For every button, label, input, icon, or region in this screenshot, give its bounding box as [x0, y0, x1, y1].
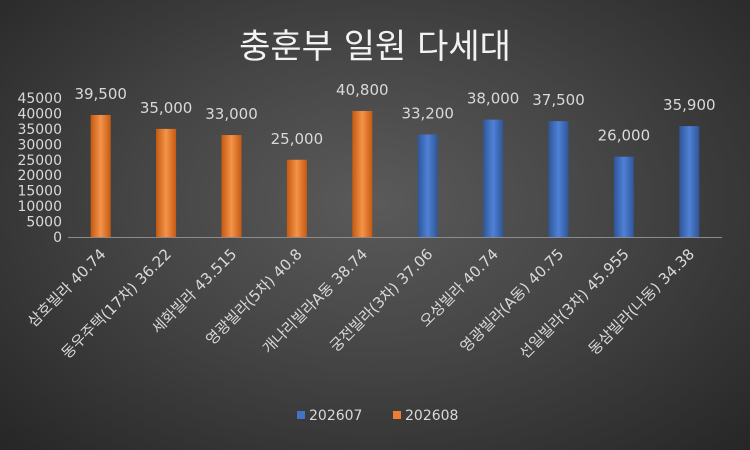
data-label: 39,500 — [74, 85, 127, 103]
bar-202608 — [286, 159, 307, 237]
legend-label: 202607 — [309, 408, 362, 424]
bar-202607 — [417, 134, 438, 237]
y-tick-label: 30000 — [17, 137, 62, 153]
bars-group: 39,500 35,000 33,000 25,000 40,800 33,200 38,0… — [74, 81, 716, 237]
y-axis: 0500010000150002000025000300003500040000… — [17, 91, 62, 246]
bar-202607 — [613, 156, 634, 237]
x-tick-label: 동우주택(17차) 36.22 — [58, 245, 175, 362]
bar-202608 — [221, 135, 242, 237]
bar-202607 — [548, 121, 569, 237]
data-label: 35,000 — [140, 99, 193, 117]
y-tick-label: 35000 — [17, 122, 62, 138]
x-tick-label: 선일빌라(3차) 45.955 — [516, 245, 633, 362]
legend: 202607 202608 — [297, 408, 458, 424]
y-tick-label: 15000 — [17, 184, 62, 200]
data-label: 38,000 — [467, 90, 520, 108]
data-label: 25,000 — [271, 130, 324, 148]
legend-swatch-202608 — [393, 411, 401, 419]
data-label: 37,500 — [532, 91, 585, 109]
data-label: 33,000 — [205, 105, 258, 123]
bar-202608 — [156, 128, 177, 237]
legend-swatch-202607 — [297, 411, 305, 419]
bar-202608 — [352, 110, 373, 237]
chart-title: 충훈부 일원 다세대 — [239, 27, 511, 67]
legend-label: 202608 — [405, 408, 458, 424]
data-label: 40,800 — [336, 81, 389, 99]
y-tick-label: 20000 — [17, 168, 62, 184]
data-label: 35,900 — [663, 96, 716, 114]
bar-202607 — [679, 126, 700, 237]
data-label: 33,200 — [401, 104, 454, 122]
y-tick-label: 40000 — [17, 106, 62, 122]
y-tick-label: 25000 — [17, 153, 62, 169]
y-tick-label: 5000 — [26, 215, 62, 231]
bar-202607 — [483, 119, 504, 237]
y-tick-label: 10000 — [17, 199, 62, 215]
data-label: 26,000 — [598, 127, 651, 145]
bar-202608 — [90, 114, 111, 237]
y-tick-label: 45000 — [17, 91, 62, 107]
y-tick-label: 0 — [53, 230, 62, 246]
